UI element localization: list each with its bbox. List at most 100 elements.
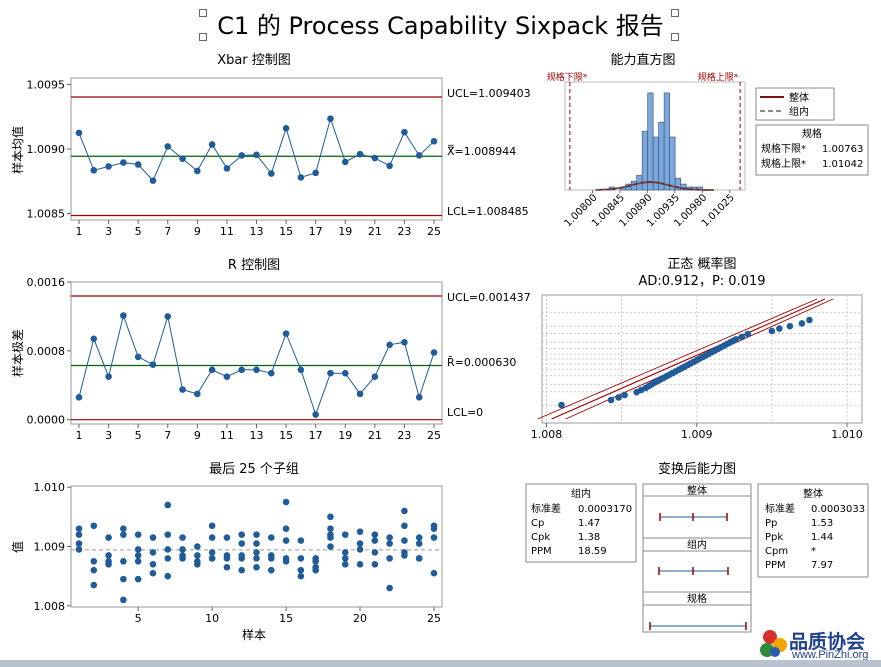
last25-point: [341, 555, 349, 562]
r-point: [430, 349, 438, 356]
capability-spec-label: 规格: [687, 592, 707, 605]
last25-point: [267, 555, 275, 562]
r-x-tick-label: 7: [164, 429, 171, 442]
xbar-point: [90, 167, 98, 174]
last25-point: [120, 596, 127, 604]
last25-y-tick-label: 1.009: [34, 541, 66, 554]
r-lcl-label: LCL=0: [447, 406, 483, 419]
last25-point: [371, 537, 379, 544]
xbar-x-tick-label: 25: [427, 225, 441, 238]
overall-stats-title: 整体: [803, 487, 823, 500]
last25-point: [90, 581, 98, 589]
overall-stat-value: 7.97: [811, 560, 833, 571]
xbar-point: [194, 167, 201, 175]
last25-point: [253, 549, 260, 556]
last25-point: [327, 543, 334, 550]
normal-subtitle: AD:0.912，P: 0.019: [638, 274, 765, 289]
last25-point: [238, 531, 246, 538]
r-x-tick-label: 23: [397, 429, 411, 442]
histogram-lsl-label: 规格下限*: [547, 71, 588, 83]
last25-point: [149, 560, 157, 568]
normal-point: [744, 330, 752, 338]
normal-point: [558, 401, 565, 409]
within-stat-value: 0.0003170: [578, 504, 632, 515]
within-stat-label: Cp: [531, 518, 544, 529]
spec-interval: [649, 622, 747, 630]
within-stat-label: Cpk: [531, 532, 550, 543]
spec-legend-box: [755, 124, 869, 176]
last25-point: [90, 566, 98, 574]
last25-point: [282, 558, 290, 565]
xbar-x-tick-label: 9: [194, 225, 201, 238]
r-series: [75, 312, 438, 418]
r-point: [105, 373, 112, 380]
histogram-x-axis: 1.008001.008451.008901.009351.009801.010…: [563, 190, 737, 229]
title-selection-handle[interactable]: [199, 33, 207, 41]
overall-stat-label: Pp: [765, 518, 777, 529]
r-point: [149, 361, 157, 368]
r-y-tick-label: 0.0016: [27, 276, 66, 289]
xbar-point: [415, 152, 423, 159]
normal-fit-line: [551, 298, 826, 420]
last25-point: [164, 501, 172, 509]
r-point: [282, 330, 290, 337]
last25-point: [105, 552, 112, 559]
normal-point: [738, 333, 746, 341]
last25-point: [356, 528, 364, 535]
last25-point: [386, 584, 393, 592]
normal-title: 正态 概率图: [667, 256, 736, 272]
r-point: [327, 369, 334, 377]
logo-url[interactable]: www.PinZhi.org: [792, 649, 869, 661]
xbar-point: [401, 128, 408, 136]
overall-stat-value: 1.53: [811, 518, 833, 529]
xbar-point: [327, 115, 334, 122]
r-point: [134, 353, 142, 361]
r-point: [267, 369, 275, 377]
xbar-point: [223, 165, 231, 172]
last25-point: [253, 540, 260, 547]
last25-x-tick-label: 25: [427, 612, 441, 625]
title-selection-handle[interactable]: [671, 9, 679, 17]
last25-point: [282, 498, 290, 506]
last25-point: [341, 560, 349, 568]
spec-legend: 规格 规格下限* 1.00763 规格上限* 1.01042: [755, 124, 869, 176]
histogram-bar: [658, 122, 665, 191]
title-selection-handle[interactable]: [671, 33, 679, 41]
last25-point: [90, 522, 98, 530]
last25-point: [327, 513, 334, 521]
xbar-x-tick-label: 19: [338, 225, 352, 238]
last25-point: [164, 572, 172, 580]
r-point: [194, 390, 201, 398]
last25-point: [312, 558, 319, 565]
last25-point: [401, 552, 408, 559]
last25-point: [415, 534, 423, 541]
last25-point: [282, 525, 290, 533]
pinzhi-logo-icon: [760, 630, 787, 657]
last25-point: [253, 555, 260, 562]
normal-point: [806, 316, 813, 324]
xbar-x-axis: 1 3 5 7 9 11 13 15 17 19 21 23 25: [76, 220, 441, 238]
last25-point: [223, 555, 231, 562]
xbar-point: [75, 129, 83, 137]
r-point: [238, 366, 246, 374]
r-point: [120, 312, 127, 319]
last25-point: [134, 546, 142, 553]
r-point: [386, 341, 393, 349]
title-selection-handle[interactable]: [199, 9, 207, 17]
last25-point: [120, 558, 127, 565]
last25-point: [179, 534, 186, 541]
xbar-x-tick-label: 3: [105, 225, 112, 238]
last25-point: [149, 569, 157, 577]
xbar-point: [371, 154, 379, 162]
normal-point: [776, 325, 783, 332]
r-x-tick-label: 21: [368, 429, 382, 442]
last25-x-axis: 5 10 15 20 25: [135, 607, 441, 625]
last25-point: [75, 525, 83, 533]
xbar-series: [75, 115, 438, 184]
xbar-x-tick-label: 21: [368, 225, 382, 238]
last25-point: [179, 546, 186, 553]
last25-point: [194, 543, 201, 550]
xbar-point: [356, 150, 364, 158]
